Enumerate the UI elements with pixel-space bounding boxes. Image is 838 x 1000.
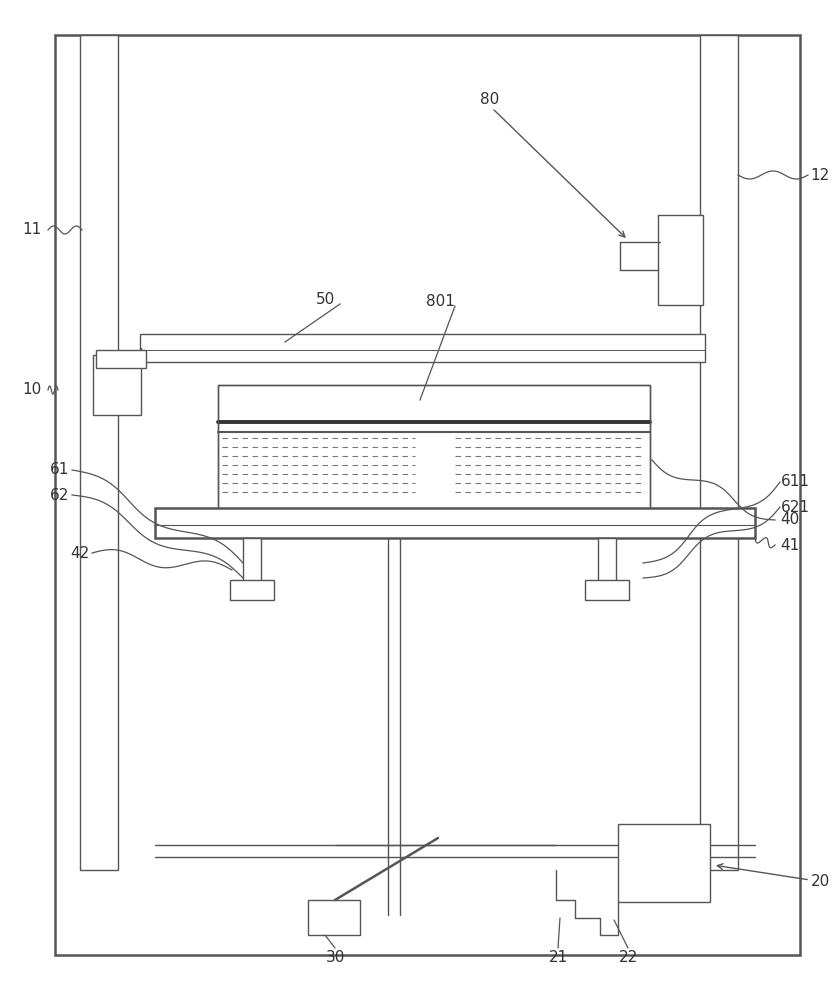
- Text: 801: 801: [426, 294, 454, 310]
- Bar: [585, 580, 629, 600]
- Text: 12: 12: [810, 167, 830, 182]
- Text: 20: 20: [810, 874, 830, 890]
- Text: 22: 22: [618, 950, 638, 966]
- Text: 42: 42: [70, 546, 90, 560]
- Bar: [218, 385, 650, 510]
- Bar: [96, 350, 146, 368]
- Text: 40: 40: [780, 512, 799, 528]
- Bar: [598, 538, 616, 582]
- Bar: [243, 538, 261, 582]
- Bar: [700, 35, 738, 870]
- Text: 611: 611: [780, 475, 810, 489]
- Bar: [140, 334, 705, 362]
- Text: 621: 621: [780, 499, 810, 514]
- Text: 21: 21: [548, 950, 567, 966]
- Text: 61: 61: [50, 462, 70, 478]
- Bar: [618, 824, 710, 902]
- Bar: [218, 385, 650, 510]
- Text: 11: 11: [23, 223, 42, 237]
- Bar: [230, 580, 274, 600]
- Text: 62: 62: [50, 488, 70, 502]
- Text: 10: 10: [23, 382, 42, 397]
- Text: 41: 41: [780, 538, 799, 552]
- Text: 50: 50: [315, 292, 334, 308]
- Text: 30: 30: [325, 950, 344, 966]
- Bar: [308, 900, 360, 935]
- Text: 80: 80: [480, 93, 499, 107]
- Bar: [658, 215, 703, 305]
- Bar: [155, 508, 755, 538]
- Bar: [93, 355, 141, 415]
- Bar: [55, 35, 800, 955]
- Bar: [80, 35, 118, 870]
